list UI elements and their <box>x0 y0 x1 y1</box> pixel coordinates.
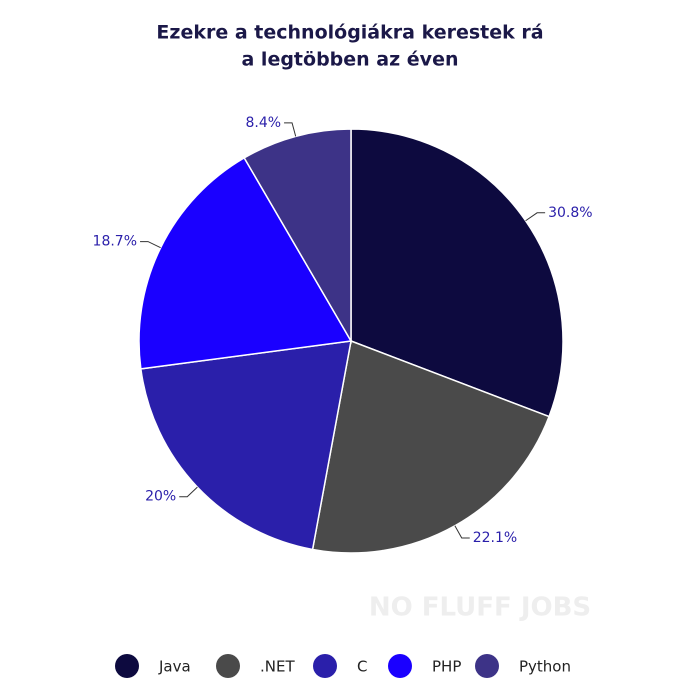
legend-swatch <box>475 654 499 678</box>
legend-swatch <box>313 654 337 678</box>
data-label: 20% <box>145 489 176 505</box>
chart-title: a legtöbben az éven <box>242 49 459 71</box>
legend-swatch <box>115 654 139 678</box>
legend-label: PHP <box>432 658 461 676</box>
legend-swatch <box>216 654 240 678</box>
data-label: 30.8% <box>548 205 592 221</box>
chart-title: Ezekre a technológiákra kerestek rá <box>156 22 543 44</box>
pie-slice <box>140 340 352 551</box>
watermark: NO FLUFF JOBS <box>369 593 591 623</box>
leader-line <box>525 212 546 222</box>
leader-line <box>284 122 297 137</box>
leader-line <box>179 486 198 498</box>
pie-slice <box>311 339 551 554</box>
legend-label: C <box>357 658 367 676</box>
leader-line <box>140 241 161 249</box>
data-label: 18.7% <box>93 234 137 250</box>
legend-label: Java <box>158 658 191 676</box>
data-label: 22.1% <box>473 530 517 546</box>
legend-label: .NET <box>260 658 295 676</box>
data-label: 8.4% <box>245 115 281 131</box>
legend-label: Python <box>519 658 571 676</box>
pie-slice <box>138 156 353 370</box>
leader-line <box>454 525 470 539</box>
legend-swatch <box>388 654 412 678</box>
